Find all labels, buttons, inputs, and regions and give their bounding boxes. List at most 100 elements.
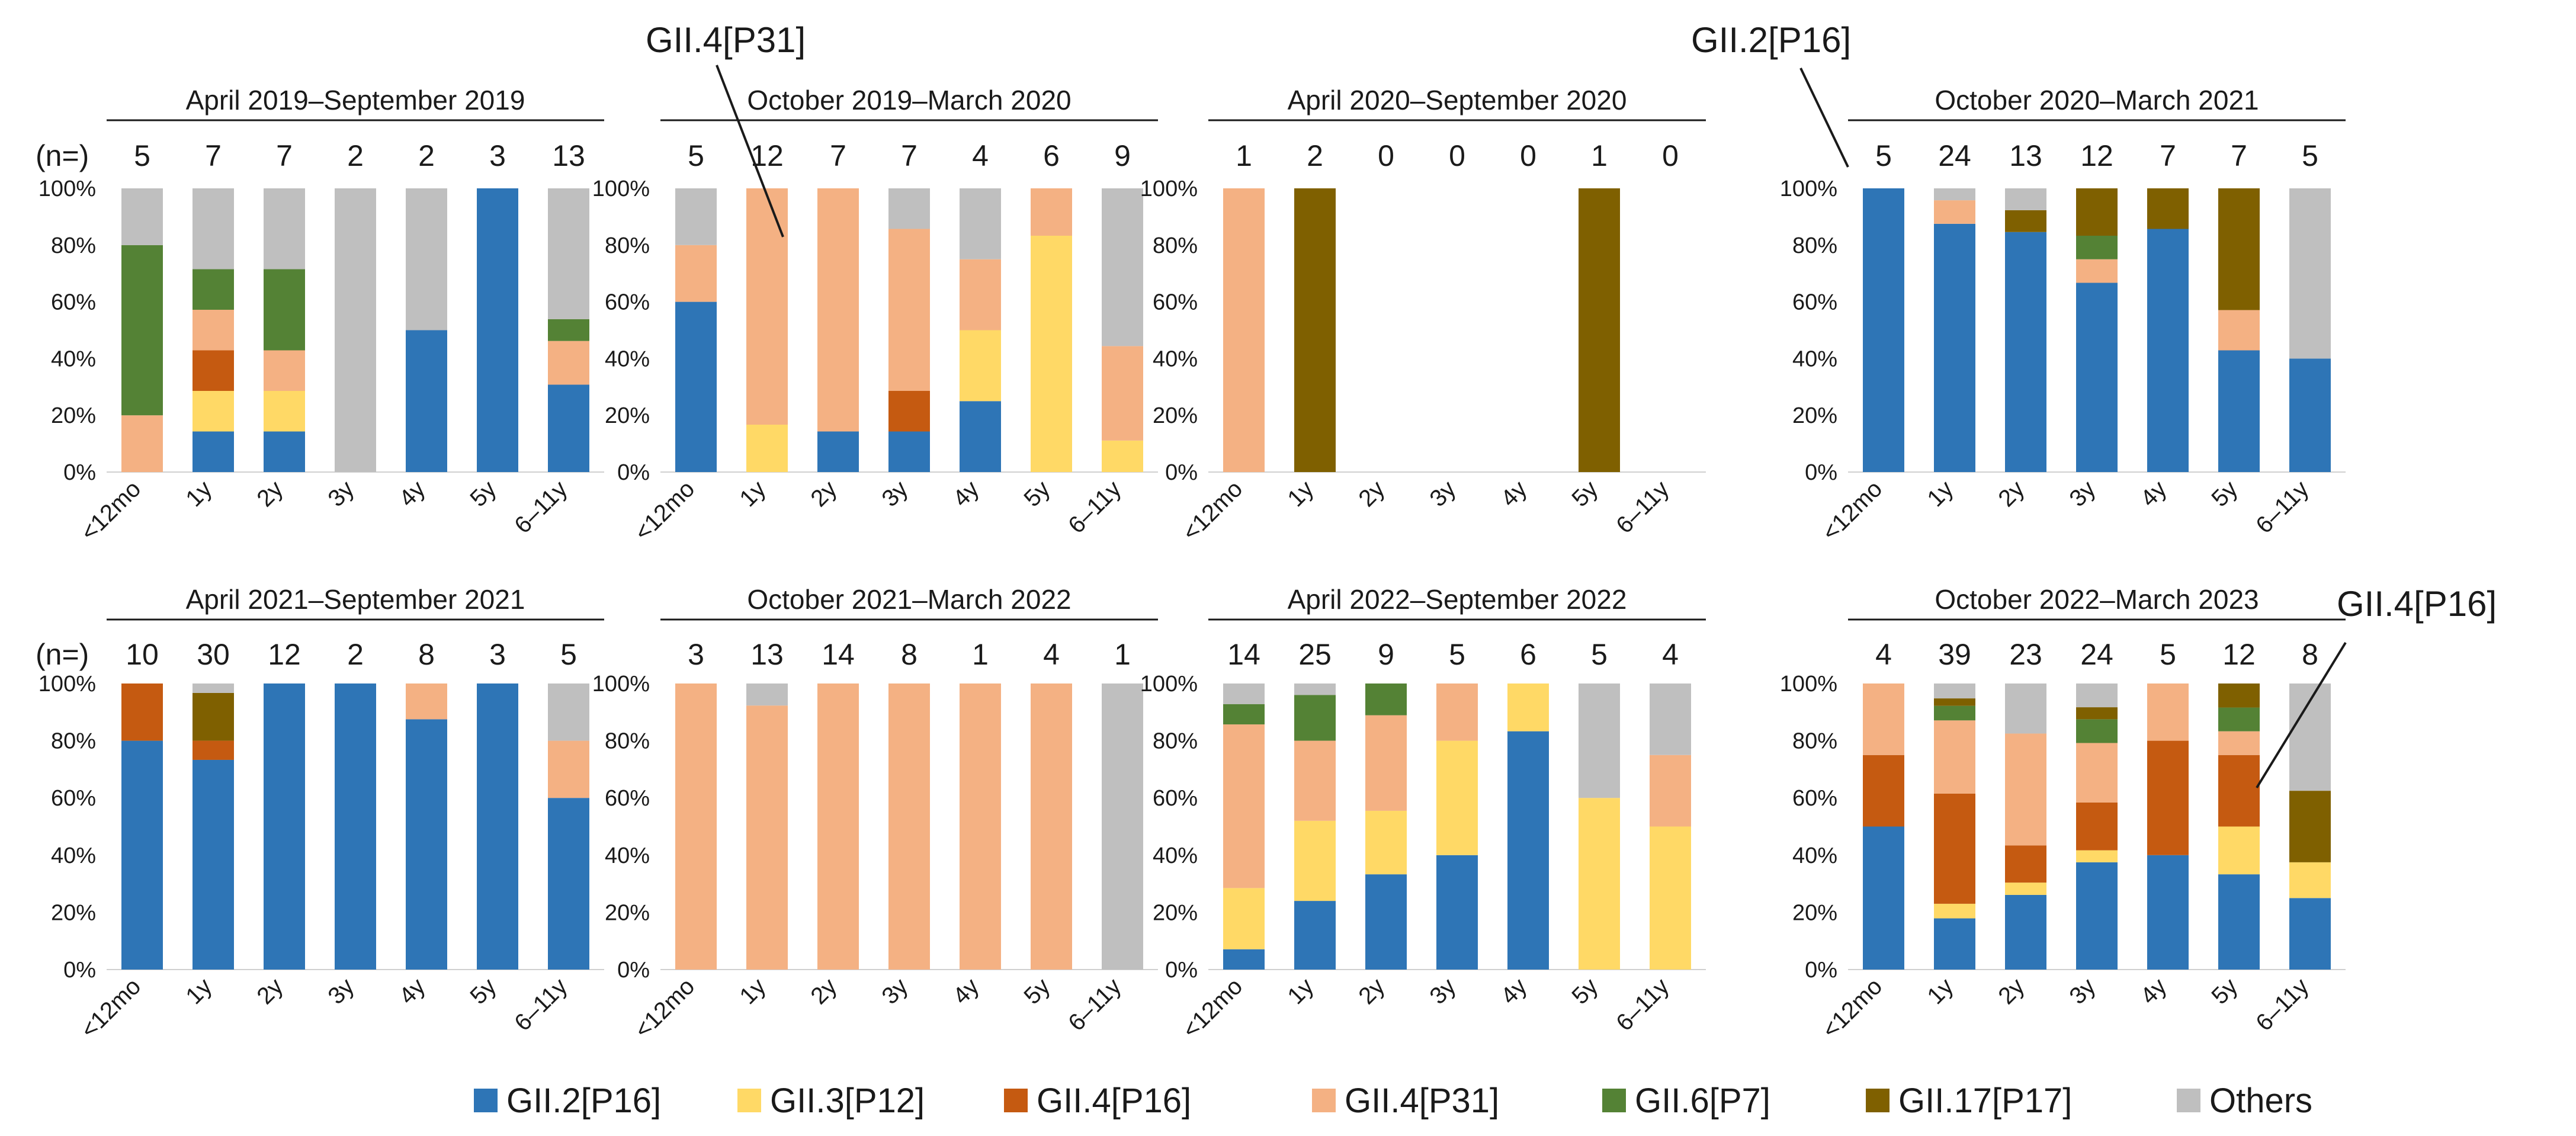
bar-segment-GII.4[P16] bbox=[193, 350, 234, 391]
callout-line-gii4-p31 bbox=[716, 65, 784, 238]
bar-segment-GII.6[P7] bbox=[121, 245, 163, 416]
n-count: 4 bbox=[972, 139, 989, 172]
x-tick-label: 3y bbox=[1425, 973, 1461, 1009]
bar-segment-GII.3[P12] bbox=[193, 391, 234, 432]
bar-segment-GII.4[P31] bbox=[817, 188, 859, 432]
x-tick-label: 6–11y bbox=[1611, 476, 1674, 538]
n-count: 1 bbox=[972, 638, 989, 671]
n-count: 12 bbox=[2222, 638, 2256, 671]
y-tick-label: 80% bbox=[1153, 729, 1198, 754]
bar-segment-GII.17[P17] bbox=[2076, 707, 2118, 720]
n-count: 14 bbox=[1227, 638, 1260, 671]
n-count: 0 bbox=[1449, 139, 1465, 172]
bar-segment-GII.2[P16] bbox=[1365, 874, 1407, 970]
y-tick-label: 20% bbox=[51, 403, 96, 428]
legend-swatch bbox=[1312, 1089, 1336, 1112]
bar-segment-GII.2[P16] bbox=[264, 683, 305, 970]
y-tick-label: 80% bbox=[1153, 233, 1198, 258]
x-tick-label: 5y bbox=[2206, 476, 2243, 512]
x-tick-label: 2y bbox=[806, 476, 842, 512]
panel-title: October 2022–March 2023 bbox=[1935, 584, 2259, 615]
bar-segment-GII.4[P31] bbox=[1294, 740, 1336, 821]
y-tick-label: 0% bbox=[63, 460, 96, 485]
bar-segment-GII.6[P7] bbox=[1223, 704, 1265, 725]
n-count: 1 bbox=[1236, 139, 1252, 172]
bar-segment-GII.2[P16] bbox=[193, 759, 234, 970]
bar-segment-Others bbox=[2289, 188, 2331, 359]
n-count: 12 bbox=[268, 638, 301, 671]
x-tick-label: 5y bbox=[1567, 973, 1603, 1009]
bar-segment-GII.3[P12] bbox=[2076, 850, 2118, 862]
n-count: 5 bbox=[134, 139, 150, 172]
n-count: 5 bbox=[2302, 139, 2318, 172]
legend-item: GII.3[P12] bbox=[737, 1082, 925, 1120]
bar-segment-GII.2[P16] bbox=[335, 683, 376, 970]
legend-swatch bbox=[1866, 1089, 1890, 1112]
panel-7: April 2022–September 2022 0% 20% 40% 60% 80% 1… bbox=[1140, 584, 1706, 1044]
y-tick-label: 0% bbox=[1805, 958, 1837, 983]
y-tick-label: 40% bbox=[1792, 843, 1837, 868]
bar-segment-GII.6[P7] bbox=[264, 269, 305, 351]
legend-item: Others bbox=[2177, 1082, 2312, 1120]
x-tick-label: 3y bbox=[877, 476, 913, 512]
n-count: 7 bbox=[901, 139, 918, 172]
bar-segment-GII.2[P16] bbox=[1436, 855, 1478, 970]
bar-segment-GII.4[P31] bbox=[746, 705, 788, 970]
x-tick-label: <12mo bbox=[76, 973, 146, 1043]
panel-2: October 2019–March 2020 0% 20% 40% 60% 80% 100… bbox=[592, 85, 1158, 546]
y-tick-label: 100% bbox=[39, 672, 96, 697]
x-tick-label: 4y bbox=[1496, 973, 1532, 1009]
bar-segment-GII.3[P12] bbox=[1579, 798, 1620, 970]
panel-title: October 2020–March 2021 bbox=[1935, 85, 2259, 115]
panel-6: October 2021–March 2022 0% 20% 40% 60% 80% 100… bbox=[592, 584, 1158, 1044]
bar-segment-GII.6[P7] bbox=[548, 319, 589, 341]
bar-segment-GII.4[P16] bbox=[888, 391, 930, 432]
legend-item: GII.2[P16] bbox=[474, 1082, 661, 1120]
bar-segment-GII.4[P31] bbox=[1365, 715, 1407, 811]
y-tick-label: 40% bbox=[605, 843, 650, 868]
x-tick-label: 2y bbox=[252, 476, 288, 512]
legend: GII.2[P16] GII.3[P12] GII.4[P16] GII.4[P31]… bbox=[474, 1082, 2312, 1120]
bar-segment-GII.2[P16] bbox=[2076, 862, 2118, 970]
y-tick-label: 100% bbox=[592, 177, 650, 201]
n-count: 5 bbox=[688, 139, 704, 172]
y-tick-label: 40% bbox=[1153, 843, 1198, 868]
x-tick-label: <12mo bbox=[1178, 476, 1247, 545]
y-tick-label: 80% bbox=[605, 729, 650, 754]
y-tick-label: 60% bbox=[1792, 786, 1837, 811]
n-count: 9 bbox=[1378, 638, 1394, 671]
n-count: 25 bbox=[1298, 638, 1332, 671]
callout-line-gii4-p16 bbox=[2256, 641, 2347, 789]
bar-segment-GII.4[P31] bbox=[2218, 310, 2260, 351]
y-tick-label: 0% bbox=[63, 958, 96, 983]
y-tick-label: 100% bbox=[1140, 672, 1198, 697]
bar-segment-GII.4[P31] bbox=[1863, 683, 1904, 755]
x-tick-label: <12mo bbox=[630, 973, 700, 1043]
n-label: (n=) bbox=[36, 638, 89, 671]
bar-segment-GII.2[P16] bbox=[2005, 894, 2046, 970]
y-tick-label: 20% bbox=[1153, 403, 1198, 428]
bar-segment-GII.4[P31] bbox=[888, 229, 930, 391]
n-count: 3 bbox=[489, 139, 506, 172]
bar-segment-GII.4[P31] bbox=[1223, 188, 1265, 472]
bar-segment-GII.4[P16] bbox=[121, 683, 163, 741]
x-tick-label: 3y bbox=[2064, 476, 2100, 512]
n-count: 3 bbox=[688, 638, 704, 671]
bar-segment-GII.4[P31] bbox=[1031, 188, 1072, 236]
bar-segment-GII.2[P16] bbox=[2147, 855, 2189, 970]
bar-segment-GII.6[P7] bbox=[1365, 683, 1407, 715]
bar-segment-GII.4[P31] bbox=[1934, 200, 1975, 224]
panel-title: April 2021–September 2021 bbox=[186, 584, 525, 615]
bar-segment-GII.2[P16] bbox=[406, 719, 447, 970]
n-count: 13 bbox=[2009, 139, 2042, 172]
y-tick-label: 40% bbox=[51, 843, 96, 868]
y-tick-label: 20% bbox=[1153, 900, 1198, 925]
n-count: 1 bbox=[1591, 139, 1608, 172]
n-count: 7 bbox=[830, 139, 846, 172]
bar-segment-GII.3[P12] bbox=[2289, 862, 2331, 898]
bar-segment-GII.3[P12] bbox=[1294, 820, 1336, 901]
bar-segment-Others bbox=[264, 188, 305, 269]
x-tick-label: 4y bbox=[948, 476, 984, 512]
bar-segment-GII.2[P16] bbox=[2218, 350, 2260, 472]
bar-segment-Others bbox=[960, 188, 1001, 259]
